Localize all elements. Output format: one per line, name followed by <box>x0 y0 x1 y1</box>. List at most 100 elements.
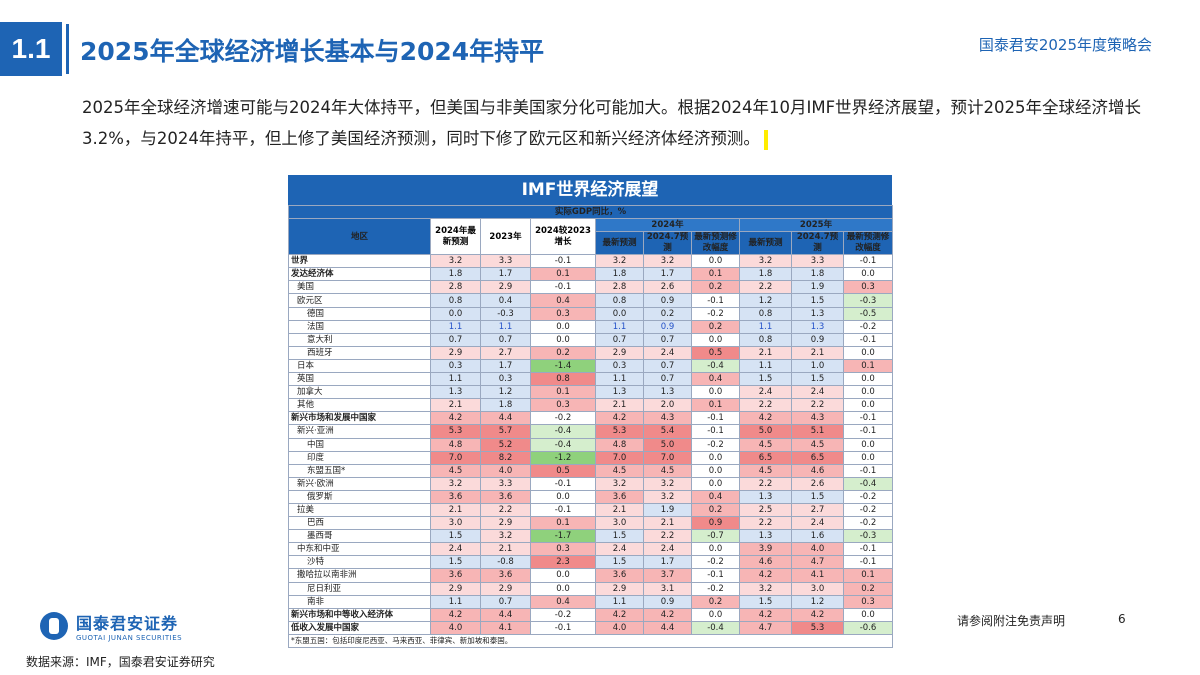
value-cell: 3.9 <box>739 542 792 557</box>
value-cell: 2.9 <box>430 345 481 360</box>
value-cell: 3.2 <box>480 529 531 544</box>
value-cell: 2.9 <box>595 581 644 596</box>
value-cell: 1.5 <box>595 555 644 570</box>
table-row: 日本 0.3 1.7 -1.4 0.3 0.7 -0.4 1.1 1.0 0.1 <box>288 358 894 374</box>
value-cell: 0.0 <box>691 450 740 465</box>
value-cell: 1.3 <box>791 319 844 334</box>
table-row: 撒哈拉以南非洲 3.6 3.6 0.0 3.6 3.7 -0.1 4.2 4.1 0.1 <box>288 568 894 583</box>
value-cell: -0.4 <box>530 424 596 439</box>
value-cell: -0.3 <box>842 293 894 308</box>
value-cell: 0.7 <box>430 332 481 347</box>
value-cell: 2.1 <box>595 398 644 413</box>
value-cell: 0.7 <box>480 594 531 609</box>
header-2024-latest: 2024年最新预测 <box>430 218 481 256</box>
value-cell: 3.6 <box>595 489 644 504</box>
value-cell: -0.3 <box>842 529 894 544</box>
header-diff: 2024较2023增长 <box>530 218 596 256</box>
region-name: 中国 <box>288 437 431 452</box>
value-cell: 6.5 <box>791 450 844 465</box>
value-cell: 0.0 <box>530 489 596 504</box>
value-cell: 4.2 <box>430 411 481 426</box>
value-cell: 2.1 <box>739 345 792 360</box>
value-cell: -0.7 <box>691 529 740 544</box>
logo-icon <box>40 612 68 640</box>
value-cell: 1.3 <box>643 385 692 400</box>
value-cell: 4.2 <box>739 568 792 583</box>
value-cell: 5.4 <box>643 424 692 439</box>
value-cell: 1.1 <box>739 319 792 334</box>
value-cell: 2.4 <box>643 542 692 557</box>
page-number: 6 <box>1118 612 1126 626</box>
value-cell: 0.1 <box>842 358 894 374</box>
value-cell: 0.9 <box>643 293 692 308</box>
table-row: 加拿大 1.3 1.2 0.1 1.3 1.3 0.0 2.4 2.4 0.0 <box>288 385 894 400</box>
value-cell: 0.9 <box>791 332 844 347</box>
data-source: 数据来源：IMF，国泰君安证券研究 <box>26 655 215 669</box>
imf-table-panel: IMF世界经济展望 实际GDP同比，% 地区 2024年最新预测 2023年 2… <box>287 175 894 649</box>
value-cell: 0.4 <box>691 489 740 504</box>
value-cell: 4.2 <box>739 607 792 622</box>
value-cell: 4.7 <box>791 555 844 570</box>
value-cell: 2.9 <box>480 516 531 531</box>
region-name: 新兴市场和中等收入经济体 <box>288 607 431 622</box>
value-cell: 0.7 <box>480 332 531 347</box>
value-cell: -0.1 <box>842 463 894 478</box>
value-cell: 2.0 <box>643 398 692 413</box>
value-cell: -0.1 <box>842 424 894 439</box>
value-cell: 0.0 <box>530 581 596 596</box>
region-name: 尼日利亚 <box>288 581 431 596</box>
value-cell: 0.0 <box>842 398 894 413</box>
value-cell: 4.2 <box>791 607 844 622</box>
value-cell: 7.0 <box>595 450 644 465</box>
value-cell: 1.1 <box>430 319 481 334</box>
value-cell: 2.6 <box>791 476 844 491</box>
value-cell: -0.2 <box>691 437 740 452</box>
region-name: 拉美 <box>288 502 431 518</box>
value-cell: 4.2 <box>595 607 644 622</box>
value-cell: -0.2 <box>691 581 740 596</box>
value-cell: 1.3 <box>739 529 792 544</box>
value-cell: 0.0 <box>691 542 740 557</box>
value-cell: -0.1 <box>842 332 894 347</box>
value-cell: 0.0 <box>842 385 894 400</box>
value-cell: 0.2 <box>842 581 894 596</box>
value-cell: 2.1 <box>430 502 481 518</box>
region-name: 巴西 <box>288 516 431 531</box>
value-cell: -0.6 <box>842 620 894 635</box>
table-row: 新兴·欧洲 3.2 3.3 -0.1 3.2 3.2 0.0 2.2 2.6 -0.4 <box>288 476 894 491</box>
header-2025-latest-forecast: 最新预测 <box>739 231 792 256</box>
value-cell: 2.2 <box>791 398 844 413</box>
page-title: 2025年全球经济增长基本与2024年持平 <box>80 37 545 66</box>
value-cell: 0.2 <box>691 502 740 518</box>
value-cell: 0.3 <box>842 280 894 295</box>
value-cell: 1.7 <box>480 267 531 282</box>
value-cell: -0.1 <box>530 280 596 295</box>
value-cell: 2.4 <box>739 385 792 400</box>
value-cell: -0.1 <box>530 620 596 635</box>
value-cell: 1.9 <box>791 280 844 295</box>
value-cell: -1.7 <box>530 529 596 544</box>
value-cell: 3.6 <box>430 568 481 583</box>
conference-label: 国泰君安2025年度策略会 <box>978 36 1152 54</box>
value-cell: -0.1 <box>691 568 740 583</box>
region-name: 墨西哥 <box>288 529 431 544</box>
value-cell: 5.0 <box>643 437 692 452</box>
table-row: 南非 1.1 0.7 0.4 1.1 0.9 0.2 1.5 1.2 0.3 <box>288 594 894 609</box>
value-cell: 0.0 <box>691 254 740 269</box>
table-row: 西班牙 2.9 2.7 0.2 2.9 2.4 0.5 2.1 2.1 0.0 <box>288 345 894 360</box>
value-cell: -0.2 <box>691 306 740 321</box>
value-cell: 0.3 <box>530 306 596 321</box>
region-name: 新兴·亚洲 <box>288 424 431 439</box>
value-cell: -0.2 <box>842 502 894 518</box>
value-cell: 2.2 <box>480 502 531 518</box>
value-cell: 2.2 <box>739 476 792 491</box>
value-cell: 4.0 <box>791 542 844 557</box>
value-cell: 2.2 <box>643 529 692 544</box>
value-cell: 1.1 <box>739 358 792 374</box>
value-cell: 0.4 <box>691 372 740 387</box>
footnote: *东盟五国：包括印度尼西亚、马来西亚、菲律宾、新加坡和泰国。 <box>287 633 894 649</box>
value-cell: 2.2 <box>739 516 792 531</box>
region-name: 意大利 <box>288 332 431 347</box>
imf-outlook-table: 实际GDP同比，% 地区 2024年最新预测 2023年 2024较2023增长… <box>287 204 894 649</box>
value-cell: 0.0 <box>842 437 894 452</box>
